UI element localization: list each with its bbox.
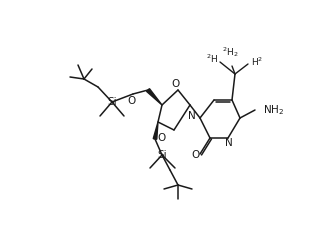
Polygon shape: [146, 89, 162, 105]
Text: N: N: [225, 138, 233, 148]
Text: $^2$H$_2$: $^2$H$_2$: [222, 45, 238, 59]
Text: O: O: [191, 150, 199, 160]
Text: O: O: [128, 96, 136, 106]
Text: NH$_2$: NH$_2$: [263, 103, 284, 117]
Polygon shape: [153, 122, 158, 139]
Text: Si: Si: [107, 97, 117, 107]
Text: O: O: [158, 133, 166, 143]
Text: Si: Si: [157, 150, 167, 160]
Text: $^2$H: $^2$H: [206, 53, 218, 65]
Text: O: O: [172, 79, 180, 89]
Text: N: N: [188, 111, 196, 121]
Text: H$^2$: H$^2$: [251, 56, 263, 68]
